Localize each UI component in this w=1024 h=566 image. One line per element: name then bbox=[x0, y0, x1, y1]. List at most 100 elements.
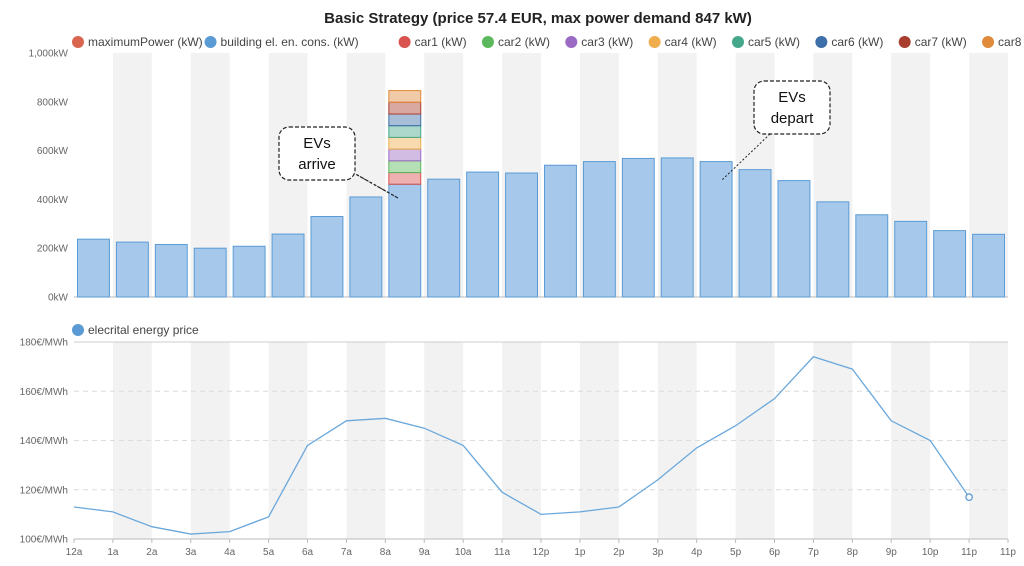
callout-depart-line1: EVs bbox=[778, 89, 806, 106]
legend-marker-2 bbox=[398, 36, 411, 48]
x-tick-label: 11a bbox=[494, 547, 510, 558]
x-tick-label: 9p bbox=[886, 547, 898, 558]
legend-label: car2 (kW) bbox=[498, 35, 550, 49]
x-tick-label: 11p bbox=[961, 547, 977, 558]
legend-label: car4 (kW) bbox=[665, 35, 717, 49]
x-tick-label: 12a bbox=[66, 547, 83, 558]
x-tick-label: 5p bbox=[730, 547, 742, 558]
x-tick-label: 3p bbox=[652, 547, 664, 558]
x-tick-label: 8a bbox=[380, 547, 392, 558]
bar-building-9p bbox=[894, 220, 928, 298]
legend-marker-9 bbox=[982, 36, 995, 48]
bar-building-10p bbox=[933, 230, 967, 298]
legend-label: car6 (kW) bbox=[831, 35, 883, 49]
callout-evs-arrive: EVs arrive bbox=[278, 126, 399, 199]
bar-building-8a bbox=[388, 183, 422, 298]
x-tick-label: 10a bbox=[455, 547, 472, 558]
bottom-y-tick-label: 120€/MWh bbox=[20, 485, 68, 496]
x-tick-label: 9a bbox=[419, 547, 431, 558]
bar-stack-car8 bbox=[388, 90, 422, 103]
x-tick-label: 2a bbox=[146, 547, 158, 558]
x-tick-label: 7a bbox=[341, 547, 353, 558]
callout-depart-line2: depart bbox=[771, 110, 814, 127]
bottom-y-tick-label: 180€/MWh bbox=[20, 338, 68, 349]
top-legend: maximumPower (kW) building el. en. cons. … bbox=[72, 35, 1024, 49]
top-y-tick-label: 1,000kW bbox=[29, 49, 69, 60]
x-tick-label: 1p bbox=[574, 547, 586, 558]
bottom-legend-marker bbox=[72, 324, 84, 336]
price-line bbox=[73, 356, 970, 535]
legend-label: car3 (kW) bbox=[581, 35, 633, 49]
x-tick-label: 5a bbox=[263, 547, 275, 558]
bar-building-1p bbox=[582, 161, 616, 298]
bottom-y-tick-label: 100€/MWh bbox=[20, 535, 68, 546]
bar-building-9a bbox=[427, 178, 461, 298]
x-tick-label: 1a bbox=[107, 547, 119, 558]
bar-building-4p bbox=[699, 161, 733, 298]
x-tick-label: 7p bbox=[808, 547, 820, 558]
bar-building-11a bbox=[505, 172, 538, 298]
x-tick-label: 2p bbox=[613, 547, 625, 558]
x-tick-label: 12p bbox=[533, 547, 550, 558]
bar-building-3a bbox=[193, 247, 227, 298]
x-tick-label: 4a bbox=[224, 547, 236, 558]
bar-building-2a bbox=[154, 244, 188, 298]
legend-marker-1 bbox=[204, 36, 217, 48]
bottom-legend: elecrital energy price bbox=[72, 323, 199, 337]
x-tick-label: 6p bbox=[769, 547, 781, 558]
bar-stack-car1 bbox=[388, 172, 422, 185]
bar-stack-car7 bbox=[388, 101, 422, 115]
legend-marker-5 bbox=[648, 36, 661, 48]
legend-label: car5 (kW) bbox=[748, 35, 800, 49]
bar-building-7p bbox=[816, 201, 850, 298]
top-y-tick-label: 600kW bbox=[37, 146, 69, 157]
bottom-chart-line bbox=[73, 356, 973, 535]
bar-building-3p bbox=[660, 157, 694, 298]
callout-arrive-line2: arrive bbox=[298, 156, 336, 173]
axis-labels: 0kW200kW400kW600kW800kW1,000kW100€/MWh12… bbox=[20, 49, 1017, 559]
bar-stack-car3 bbox=[388, 148, 422, 162]
bar-building-1a bbox=[115, 241, 149, 298]
x-tick-label: 3a bbox=[185, 547, 197, 558]
top-y-tick-label: 200kW bbox=[37, 244, 69, 255]
legend-label: car1 (kW) bbox=[415, 35, 467, 49]
bar-building-10a bbox=[466, 171, 500, 298]
bar-stack-car2 bbox=[388, 160, 422, 174]
bar-building-7a bbox=[349, 196, 383, 298]
legend-label: car8 (kW) bbox=[998, 35, 1024, 49]
bar-building-11p bbox=[972, 233, 1005, 298]
bar-building-5p bbox=[738, 169, 772, 298]
bar-building-6a bbox=[310, 215, 344, 298]
callout-arrive-line1: EVs bbox=[303, 135, 331, 152]
legend-label: car7 (kW) bbox=[915, 35, 967, 49]
chart-title: Basic Strategy (price 57.4 EUR, max powe… bbox=[324, 10, 752, 27]
legend-marker-4 bbox=[565, 36, 578, 48]
bar-building-12a bbox=[77, 238, 110, 298]
top-y-tick-label: 0kW bbox=[48, 293, 69, 304]
x-tick-label: 11p bbox=[1000, 547, 1016, 558]
top-y-tick-label: 400kW bbox=[37, 195, 69, 206]
price-last-point bbox=[965, 493, 973, 501]
x-tick-label: 10p bbox=[922, 547, 939, 558]
x-tick-label: 8p bbox=[847, 547, 859, 558]
bar-building-6p bbox=[777, 180, 811, 298]
bar-building-5a bbox=[271, 233, 305, 298]
bottom-chart-grid bbox=[73, 341, 1009, 543]
bar-building-4a bbox=[232, 245, 266, 298]
bar-stack-car4 bbox=[388, 136, 422, 150]
bar-building-12p bbox=[544, 164, 577, 298]
bar-building-8p bbox=[855, 214, 889, 298]
legend-label: building el. en. cons. (kW) bbox=[221, 35, 359, 49]
x-tick-label: 4p bbox=[691, 547, 703, 558]
x-tick-label: 6a bbox=[302, 547, 314, 558]
legend-marker-3 bbox=[481, 36, 494, 48]
bar-stack-car5 bbox=[388, 125, 422, 138]
bar-building-2p bbox=[621, 157, 655, 298]
legend-marker-8 bbox=[898, 36, 911, 48]
legend-marker-7 bbox=[815, 36, 828, 48]
top-y-tick-label: 800kW bbox=[37, 97, 69, 108]
top-chart-bars bbox=[77, 90, 1005, 298]
bottom-legend-label: elecrital energy price bbox=[88, 323, 199, 337]
legend-marker-0 bbox=[72, 36, 84, 48]
